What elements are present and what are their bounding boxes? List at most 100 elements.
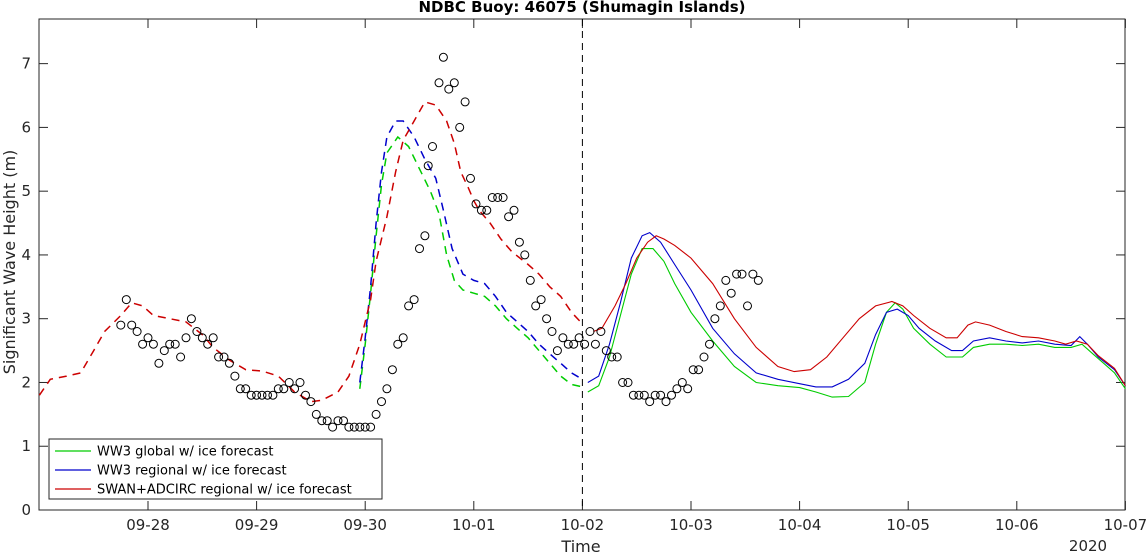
observation-marker bbox=[154, 358, 164, 368]
observation-marker bbox=[257, 390, 267, 400]
observation-marker bbox=[694, 365, 704, 375]
observation-marker bbox=[148, 339, 158, 349]
observation-marker bbox=[230, 371, 240, 381]
observation-marker bbox=[721, 275, 731, 285]
observation-marker bbox=[339, 416, 348, 426]
observation-marker bbox=[677, 378, 687, 387]
observation-marker bbox=[628, 390, 638, 400]
observation-marker bbox=[328, 422, 338, 432]
observation-marker bbox=[536, 295, 546, 305]
observation-marker bbox=[398, 333, 408, 343]
observation-marker bbox=[580, 339, 590, 349]
x-tick-label: 09-29 bbox=[235, 516, 279, 534]
year-label: 2020 bbox=[1069, 537, 1107, 554]
observation-marker bbox=[563, 339, 573, 349]
y-tick-label: 3 bbox=[21, 310, 31, 328]
observation-marker bbox=[590, 339, 600, 349]
observation-marker bbox=[371, 409, 381, 419]
observation-marker bbox=[737, 269, 747, 279]
observation-marker bbox=[170, 339, 180, 349]
observation-marker bbox=[639, 390, 649, 400]
observation-marker bbox=[284, 378, 294, 387]
y-tick-label: 7 bbox=[21, 55, 31, 73]
observation-marker bbox=[317, 416, 327, 426]
observation-marker bbox=[377, 397, 386, 407]
observation-marker bbox=[493, 193, 503, 202]
observation-marker bbox=[748, 269, 758, 279]
observation-marker bbox=[683, 384, 693, 394]
observation-marker bbox=[246, 390, 256, 400]
observation-marker bbox=[520, 250, 530, 260]
x-tick-label: 10-07 bbox=[1104, 516, 1146, 534]
observation-marker bbox=[645, 397, 655, 407]
observation-marker bbox=[322, 416, 332, 426]
observation-marker bbox=[710, 314, 720, 324]
observation-marker bbox=[487, 193, 497, 202]
observation-marker bbox=[585, 327, 595, 336]
y-tick-label: 1 bbox=[21, 437, 31, 455]
observation-marker bbox=[634, 390, 644, 400]
chart-title: NDBC Buoy: 46075 (Shumagin Islands) bbox=[418, 0, 745, 16]
observation-marker bbox=[552, 346, 562, 356]
observation-marker bbox=[574, 333, 584, 343]
observation-marker bbox=[476, 205, 486, 215]
series-hindcast-line bbox=[359, 120, 583, 383]
observation-marker bbox=[116, 320, 126, 330]
observation-marker bbox=[705, 339, 714, 349]
observation-marker bbox=[547, 327, 557, 336]
observation-marker bbox=[466, 173, 475, 183]
observation-marker bbox=[197, 333, 207, 343]
observation-marker bbox=[224, 358, 234, 368]
observation-marker bbox=[159, 346, 169, 356]
x-tick-label: 10-03 bbox=[669, 516, 713, 534]
legend-label: SWAN+ADCIRC regional w/ ice forecast bbox=[97, 483, 352, 498]
observation-marker bbox=[504, 212, 514, 222]
observation-marker bbox=[382, 384, 392, 394]
y-tick-label: 6 bbox=[21, 118, 31, 136]
x-tick-label: 09-28 bbox=[126, 516, 170, 534]
x-tick-label: 10-05 bbox=[886, 516, 930, 534]
x-tick-label: 10-04 bbox=[778, 516, 822, 534]
series-forecast-line bbox=[593, 235, 1126, 386]
observation-marker bbox=[186, 314, 196, 324]
observation-marker bbox=[273, 384, 283, 394]
observation-marker bbox=[214, 352, 224, 362]
observation-marker bbox=[699, 352, 709, 362]
series-hindcast-line bbox=[38, 101, 583, 403]
observation-marker bbox=[252, 390, 262, 400]
observation-marker bbox=[612, 352, 622, 362]
observation-marker bbox=[438, 52, 448, 62]
observation-marker bbox=[726, 288, 736, 298]
observation-marker bbox=[295, 378, 305, 387]
observation-marker bbox=[525, 275, 535, 285]
observation-marker bbox=[607, 352, 617, 362]
observation-marker bbox=[732, 269, 742, 279]
y-axis: 0 1 2 3 4 5 6 7 bbox=[21, 55, 1125, 519]
observation-marker bbox=[181, 333, 191, 343]
observation-marker bbox=[667, 390, 676, 400]
observation-marker bbox=[393, 339, 403, 349]
observation-marker bbox=[460, 97, 470, 107]
observation-marker bbox=[672, 384, 682, 394]
observation-marker bbox=[344, 422, 354, 432]
observation-marker bbox=[404, 301, 414, 311]
observation-marker bbox=[601, 346, 611, 356]
observation-marker bbox=[715, 301, 725, 311]
observation-marker bbox=[650, 390, 660, 400]
observation-marker bbox=[263, 390, 272, 400]
observation-marker bbox=[333, 416, 343, 426]
x-tick-label: 09-30 bbox=[343, 516, 387, 534]
series-hindcast-line bbox=[359, 135, 583, 389]
observation-marker bbox=[203, 339, 213, 349]
legend-box bbox=[48, 438, 383, 500]
observation-marker bbox=[509, 205, 519, 215]
x-axis: 09-28 09-29 09-30 10-01 10-02 10-03 10-04 10-05… bbox=[126, 19, 1146, 534]
observation-marker bbox=[455, 122, 465, 132]
observation-marker bbox=[434, 78, 444, 88]
observation-marker bbox=[387, 365, 397, 375]
observation-marker bbox=[290, 384, 300, 394]
observation-marker bbox=[241, 384, 251, 394]
observation-marker bbox=[192, 327, 202, 336]
legend: WW3 global w/ ice forecast WW3 regional w… bbox=[48, 438, 383, 500]
